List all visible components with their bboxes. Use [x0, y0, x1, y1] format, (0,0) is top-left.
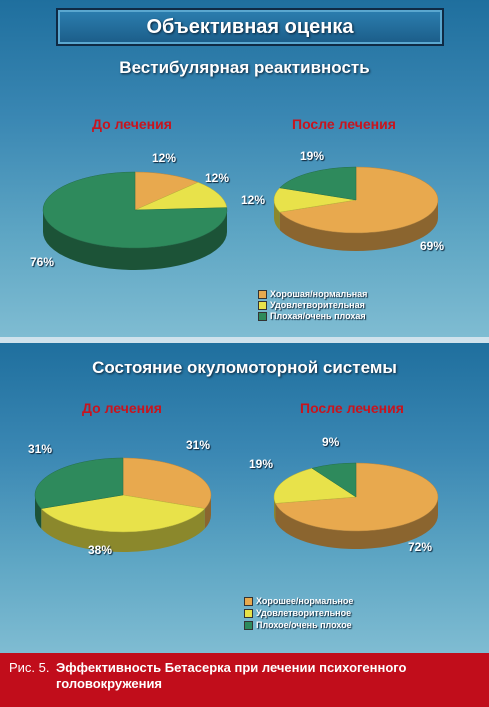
- pie-slice: [122, 457, 212, 509]
- section-title-vestibular: Вестибулярная реактивность: [119, 58, 370, 77]
- pie-chart-oculomotor-after: [273, 462, 439, 549]
- legend-label: Плохое/очень плохое: [256, 620, 352, 630]
- legend-swatch: [244, 609, 253, 619]
- pie-chart-vestibular-after: [273, 166, 439, 251]
- data-label: 38%: [88, 543, 113, 557]
- panel-divider: [0, 337, 489, 343]
- data-label: 31%: [186, 438, 211, 452]
- legend-label: Удовлетворительная: [270, 300, 365, 310]
- legend-swatch: [258, 312, 267, 322]
- period-label-after: После лечения: [292, 116, 396, 132]
- pie-slice-side: [279, 200, 438, 251]
- pie-chart-vestibular-before: [42, 171, 228, 270]
- legend-item: Хорошая/нормальная: [258, 289, 368, 300]
- page-title: Объективная оценка: [146, 16, 354, 38]
- header-box: Объективная оценка: [56, 8, 444, 46]
- pie-slice-side: [275, 497, 438, 549]
- period-label-before: До лечения: [92, 116, 172, 132]
- pie-slice: [273, 468, 357, 504]
- pie-slice: [40, 494, 206, 533]
- legend-swatch: [258, 290, 267, 300]
- data-label: 69%: [420, 239, 445, 253]
- legend-label: Удовлетворительное: [256, 608, 352, 618]
- caption-prefix: Рис. 5.: [9, 660, 50, 675]
- pie-slice-side: [204, 495, 211, 529]
- caption-text: Эффективность Бетасерка при лечении псих…: [56, 660, 407, 691]
- pie-slice-side: [43, 210, 227, 270]
- legend-label: Хорошая/нормальная: [270, 289, 368, 299]
- data-label: 72%: [408, 540, 433, 554]
- pie-slice-side: [274, 200, 280, 231]
- data-label: 12%: [205, 171, 230, 185]
- pie-slice: [275, 462, 439, 532]
- period-label-after: После лечения: [300, 400, 404, 416]
- figure-caption: Рис. 5. Эффективность Бетасерка при лече…: [0, 653, 489, 707]
- data-label: 19%: [300, 149, 325, 163]
- legend-swatch: [244, 597, 253, 607]
- data-label: 76%: [30, 255, 55, 269]
- data-label: 31%: [28, 442, 53, 456]
- legend-item: Плохое/очень плохое: [244, 620, 352, 631]
- pie-slice: [311, 462, 357, 498]
- pie-slice: [42, 171, 228, 249]
- data-label: 12%: [152, 151, 177, 165]
- pie-slice: [273, 187, 357, 213]
- legend-item: Плохая/очень плохая: [258, 311, 366, 322]
- pie-slice: [134, 182, 228, 211]
- pie-slice: [134, 171, 199, 211]
- data-label: 19%: [249, 457, 274, 471]
- pie-chart-oculomotor-before: [34, 457, 212, 552]
- pie-slice: [279, 166, 439, 234]
- legend-label: Хорошее/нормальное: [256, 596, 354, 606]
- legend-item: Удовлетворительная: [258, 300, 365, 311]
- legend-label: Плохая/очень плохая: [270, 311, 366, 321]
- legend-item: Удовлетворительное: [244, 608, 352, 619]
- pie-slice-side: [41, 508, 205, 552]
- legend-swatch: [244, 621, 253, 631]
- pie-slice: [279, 166, 357, 201]
- data-label: 9%: [322, 435, 340, 449]
- section-title-oculomotor: Состояние окуломоторной системы: [92, 358, 397, 377]
- top-panel: [0, 0, 489, 337]
- period-label-before: До лечения: [82, 400, 162, 416]
- data-label: 12%: [241, 193, 266, 207]
- pie-slice-side: [35, 495, 42, 529]
- legend-swatch: [258, 301, 267, 311]
- legend-item: Хорошее/нормальное: [244, 596, 354, 607]
- pie-slice: [34, 457, 124, 509]
